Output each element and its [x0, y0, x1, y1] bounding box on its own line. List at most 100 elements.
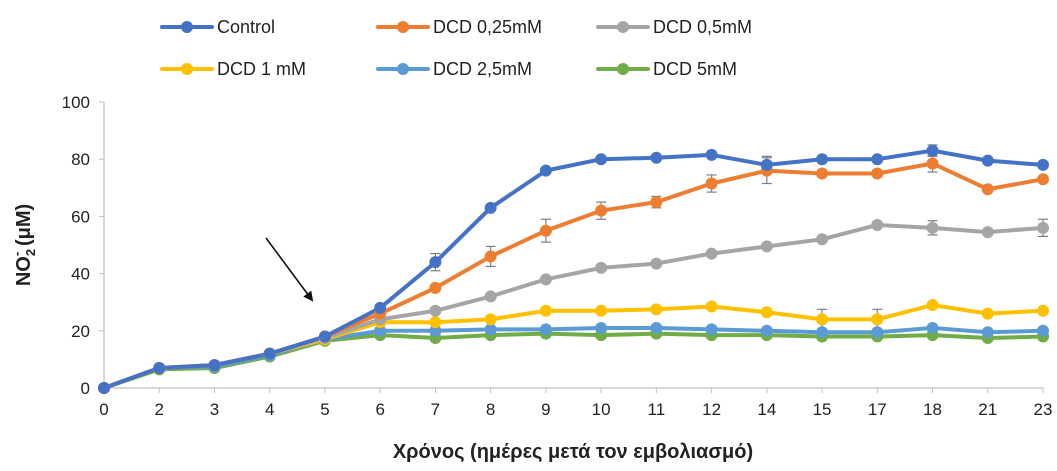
y-axis-title-sup: -: [9, 252, 24, 256]
data-point-dcd-0-25mm: [595, 204, 608, 217]
data-point-control: [429, 256, 442, 269]
data-point-dcd-2-5mm: [539, 323, 552, 336]
x-tick-label: 5: [320, 400, 329, 419]
data-point-dcd-2-5mm: [871, 326, 884, 339]
data-point-dcd-0-25mm: [1037, 173, 1049, 186]
data-point-dcd-0-25mm: [650, 196, 663, 209]
x-tick-label: 12: [702, 400, 721, 419]
data-point-control: [1037, 158, 1049, 171]
legend-label-dcd-0-5mm: DCD 0,5mM: [653, 17, 752, 37]
legend-marker-dcd-1-mm: [181, 63, 193, 75]
data-point-dcd-1-mm: [650, 303, 663, 316]
data-point-dcd-0-25mm: [926, 157, 939, 170]
x-tick-label: 14: [757, 400, 776, 419]
x-tick-label: 17: [868, 400, 887, 419]
legend-marker-dcd-2-5mm: [397, 63, 409, 75]
legend-label-dcd-0-25mm: DCD 0,25mM: [433, 17, 542, 37]
series-points: [98, 144, 1049, 394]
data-point-dcd-0-5mm: [1037, 221, 1049, 234]
data-point-dcd-1-mm: [484, 313, 497, 326]
series-line-dcd-0-25mm: [102, 161, 1045, 390]
y-tick-label: 80: [71, 150, 90, 169]
data-point-control: [705, 148, 718, 161]
data-point-dcd-1-mm: [705, 300, 718, 313]
data-point-control: [263, 347, 276, 360]
x-tick-label: 10: [592, 400, 611, 419]
data-point-dcd-2-5mm: [760, 324, 773, 337]
y-tick-label: 60: [71, 207, 90, 226]
data-point-dcd-0-5mm: [429, 304, 442, 317]
y-axis-title-unit: (μM): [13, 204, 35, 252]
data-point-dcd-0-25mm: [871, 167, 884, 180]
y-axis-title-sub: 2: [23, 249, 38, 256]
x-tick-label: 4: [265, 400, 274, 419]
legend-marker-dcd-5mm: [617, 63, 629, 75]
x-tick-label: 7: [431, 400, 440, 419]
data-point-dcd-1-mm: [816, 313, 829, 326]
legend-marker-dcd-0-25mm: [397, 21, 409, 33]
legend-label-control: Control: [217, 17, 275, 37]
data-point-dcd-2-5mm: [374, 324, 387, 337]
data-point-control: [760, 158, 773, 171]
legend-label-dcd-1-mm: DCD 1 mM: [217, 59, 306, 79]
data-point-dcd-1-mm: [539, 304, 552, 317]
data-point-dcd-0-5mm: [871, 218, 884, 231]
data-point-control: [926, 144, 939, 157]
data-point-dcd-1-mm: [429, 316, 442, 329]
data-point-control: [318, 330, 331, 343]
data-point-control: [484, 201, 497, 214]
axes: [103, 102, 1043, 389]
x-tick-label: 11: [648, 400, 666, 419]
data-point-dcd-0-5mm: [595, 261, 608, 274]
data-point-dcd-2-5mm: [484, 323, 497, 336]
data-point-dcd-2-5mm: [816, 326, 829, 339]
data-point-dcd-2-5mm: [1037, 324, 1049, 337]
data-point-dcd-0-5mm: [705, 247, 718, 260]
x-tick-label: 23: [1034, 400, 1053, 419]
data-point-dcd-2-5mm: [705, 323, 718, 336]
data-point-dcd-0-5mm: [539, 273, 552, 286]
data-point-control: [374, 301, 387, 314]
annotation-arrow: [265, 237, 314, 302]
y-tick-label: 0: [81, 379, 90, 398]
data-point-dcd-0-5mm: [926, 221, 939, 234]
legend-label-dcd-5mm: DCD 5mM: [653, 59, 737, 79]
data-point-dcd-0-25mm: [981, 183, 994, 196]
data-point-control: [871, 153, 884, 166]
data-point-dcd-0-5mm: [650, 257, 663, 270]
data-point-dcd-1-mm: [926, 299, 939, 312]
legend-label-dcd-2-5mm: DCD 2,5mM: [433, 59, 532, 79]
data-point-dcd-2-5mm: [650, 321, 663, 334]
data-point-dcd-1-mm: [981, 307, 994, 320]
x-tick-labels: 0 2 3 4 5 6 7 8 9 10 11 12 14 15 17 18 21 23: [99, 388, 1052, 419]
x-axis-title: Χρόνος (ημέρες μετά τον εμβολιασμό): [393, 441, 753, 463]
data-point-dcd-2-5mm: [429, 324, 442, 337]
data-point-dcd-2-5mm: [926, 321, 939, 334]
x-tick-label: 0: [99, 400, 108, 419]
data-point-dcd-0-5mm: [816, 233, 829, 246]
y-tick-label: 100: [62, 93, 90, 112]
y-axis-title-main: NO: [13, 256, 35, 286]
x-tick-label: 3: [210, 400, 219, 419]
data-point-control: [98, 382, 110, 394]
data-point-dcd-2-5mm: [981, 326, 994, 339]
series-line-dcd-1-mm: [102, 303, 1045, 390]
data-point-dcd-0-25mm: [484, 250, 497, 263]
x-tick-label: 6: [375, 400, 384, 419]
x-tick-label: 15: [813, 400, 832, 419]
data-point-dcd-2-5mm: [595, 321, 608, 334]
data-point-dcd-0-5mm: [484, 290, 497, 303]
legend: Control DCD 0,25mM DCD 0,5mM DCD 1 mM DCD 2,…: [160, 17, 752, 79]
data-point-control: [539, 164, 552, 177]
data-point-dcd-0-25mm: [705, 177, 718, 190]
data-point-control: [595, 153, 608, 166]
legend-marker-control: [181, 21, 193, 33]
data-point-dcd-0-25mm: [539, 224, 552, 237]
x-tick-label: 18: [923, 400, 942, 419]
y-axis-title: NO2- (μM): [9, 204, 38, 286]
x-tick-label: 2: [155, 400, 164, 419]
y-tick-label: 20: [71, 322, 90, 341]
data-point-control: [153, 361, 166, 374]
